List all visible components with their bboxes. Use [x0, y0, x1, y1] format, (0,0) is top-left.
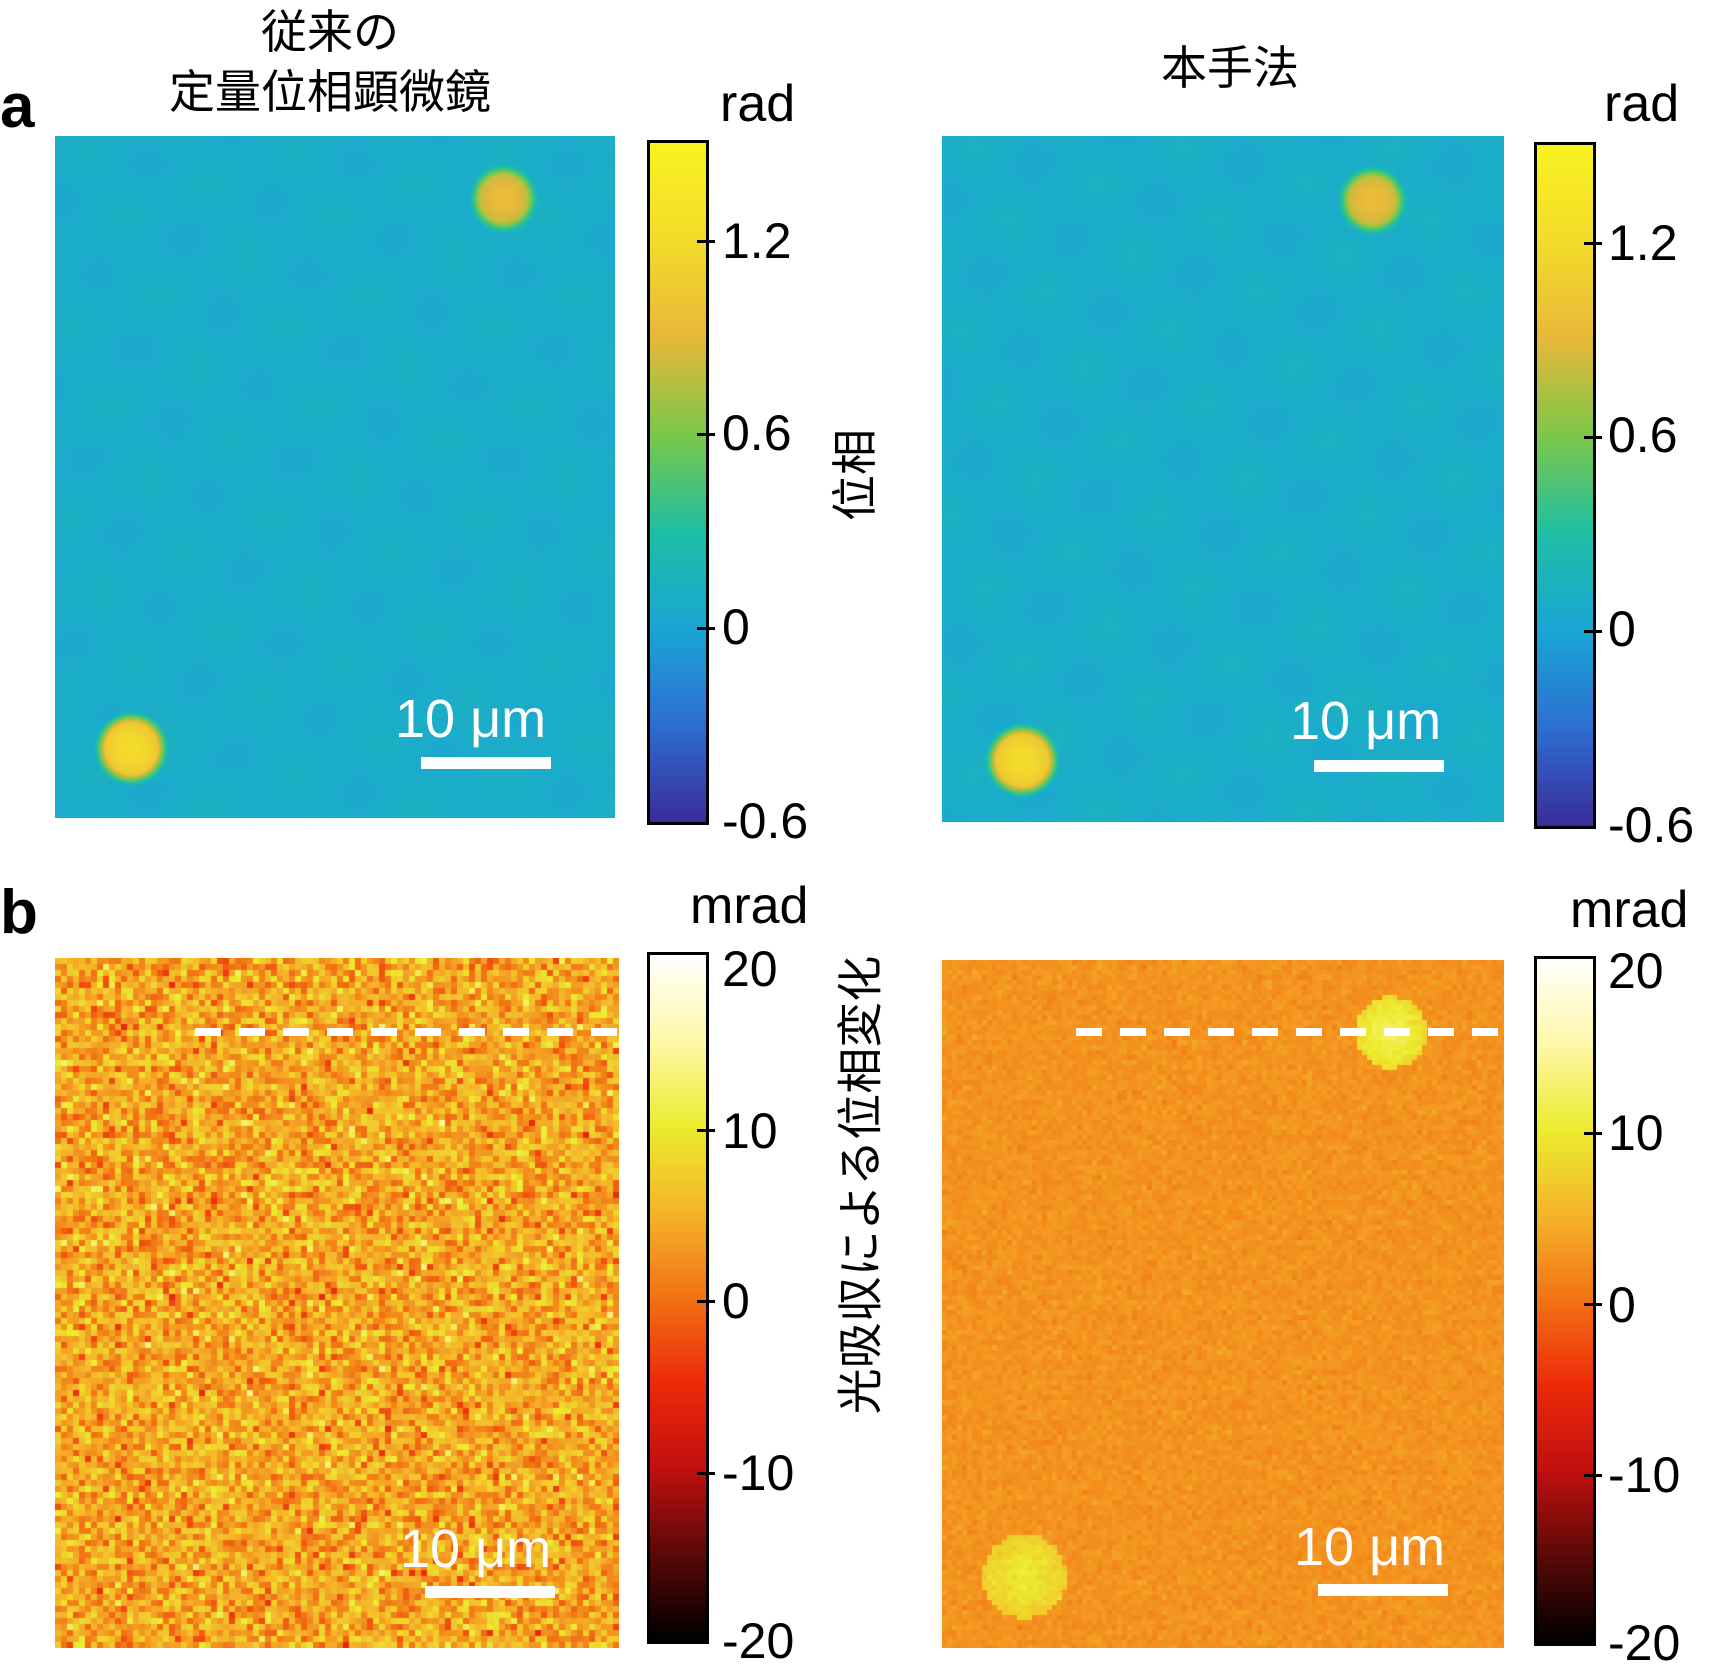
scale-bar-label: 10 μm: [395, 689, 547, 749]
colorbar-tick-label: 1.2: [722, 213, 792, 269]
colorbar-tick-label: -20: [722, 1613, 795, 1669]
absorption-image-canvas: [942, 960, 1504, 1648]
scale-bar-label: 10 μm: [1294, 1517, 1446, 1577]
phase-image-conventional: 10 μm: [55, 136, 615, 818]
colorbar-tick-label: 1.2: [1608, 215, 1678, 271]
colorbar-tick-label: -0.6: [1608, 797, 1695, 853]
phase-image-canvas: [942, 136, 1504, 822]
row-a-label: 位相: [828, 429, 882, 521]
colorbar-tick-label: 10: [1608, 1105, 1664, 1161]
colorbar-tick-label: 20: [1608, 943, 1664, 999]
colorbar-unit-mrad: mrad: [690, 877, 809, 935]
colorbar-tick-label: 0: [722, 599, 750, 655]
colorbar-unit-rad: rad: [720, 75, 796, 133]
phase-image-proposed: 10 μm: [942, 136, 1504, 822]
colorbar-tick-label: -10: [1608, 1447, 1681, 1503]
colorbar-tick-label: 0.6: [1608, 407, 1678, 463]
colorbar-tick-label: 0.6: [722, 405, 792, 461]
colorbar-unit-rad: rad: [1604, 75, 1680, 133]
scale-bar: [425, 1586, 555, 1598]
colorbar-unit-mrad: mrad: [1570, 881, 1689, 939]
colorbar-tick-label: 20: [722, 941, 778, 997]
left-column-title: 従来の 定量位相顕微鏡: [169, 5, 491, 119]
colorbar-tick-label: 0: [1608, 601, 1636, 657]
colorbar-tick-label: -0.6: [722, 793, 809, 849]
panel-letter-a: a: [0, 72, 35, 141]
scale-bar-label: 10 μm: [400, 1519, 552, 1579]
scale-bar-label: 10 μm: [1290, 691, 1442, 751]
scale-bar: [1314, 760, 1444, 772]
colorbar-tick-label: 0: [722, 1273, 750, 1329]
panel-letter-b: b: [0, 878, 38, 947]
scale-bar: [1318, 1584, 1448, 1596]
line-profile-marker: [1076, 1028, 1504, 1036]
colorbar-phase-left: [647, 140, 709, 825]
phase-image-canvas: [55, 136, 615, 818]
colorbar-absorption-left: [647, 952, 709, 1644]
scale-bar: [421, 757, 551, 769]
colorbar-tick-label: -10: [722, 1445, 795, 1501]
colorbar-tick-label: 10: [722, 1103, 778, 1159]
colorbar-phase-right: [1534, 142, 1596, 829]
absorption-image-proposed: 10 μm: [942, 960, 1504, 1648]
colorbar-tick-label: 0: [1608, 1277, 1636, 1333]
absorption-image-conventional: 10 μm: [55, 958, 619, 1648]
right-column-title: 本手法: [1161, 41, 1299, 95]
row-b-label: 光吸収による位相変化: [833, 955, 887, 1415]
colorbar-tick-label: -20: [1608, 1615, 1681, 1671]
colorbar-absorption-right: [1534, 956, 1596, 1646]
absorption-image-canvas: [55, 958, 619, 1648]
line-profile-marker: [195, 1028, 619, 1036]
